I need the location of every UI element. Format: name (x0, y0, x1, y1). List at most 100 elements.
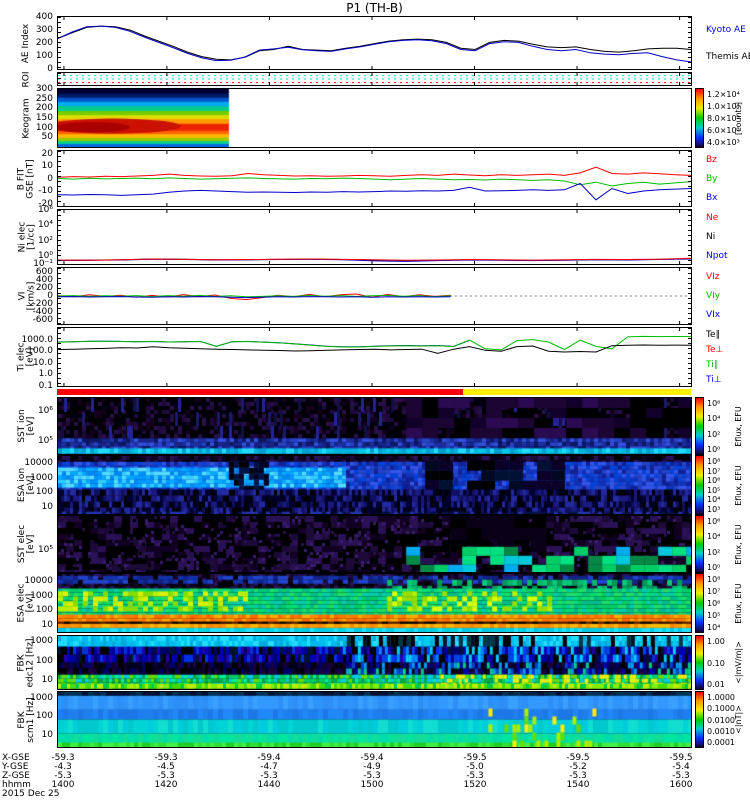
axis-row-label-hhmm: hhmm (2, 780, 31, 790)
y-tick-label: 100 (35, 51, 53, 61)
colorbar-unit-wrap-sst_elec: Eflux, EFU (727, 515, 749, 573)
axis-row-label-z-gse: Z-GSE (2, 771, 30, 781)
axis-value-z_gse: -5.3 (466, 771, 484, 781)
series-label-Ti: Ti⊥ (706, 375, 722, 385)
colorbar-unit: Eflux, EFU (733, 523, 743, 565)
y-tick-label: 10 (41, 161, 53, 171)
colorbar-tick-label: 10⁷ (707, 467, 721, 476)
y-tick-label: 10.0 (32, 358, 53, 368)
axis-value-hhmm: 1400 (51, 780, 75, 790)
axis-value-y_gse: -5.0 (466, 762, 484, 772)
colorbar-tick-label: 10⁸ (707, 457, 721, 466)
y-tick-label: 200 (35, 38, 53, 48)
y-tick-label: 100 (35, 711, 53, 721)
colorbar-tick-label: 10⁴ (707, 623, 721, 632)
minor-axis-ticks (58, 268, 61, 324)
colorbar-tick-label: 10³ (707, 505, 721, 514)
y-tick-label: 10000 (24, 576, 53, 586)
colorbar-tick-label: 4.0×10³ (707, 138, 740, 147)
colorbar-tick-label: 10⁶ (707, 599, 721, 608)
y-tick-label: -200 (32, 299, 53, 309)
series-label-Npot: Npot (706, 251, 728, 261)
minor-axis-ticks (688, 210, 691, 264)
series-VIx (58, 296, 451, 299)
flag-segment (57, 389, 463, 395)
spectrogram-sst_elec (58, 516, 691, 572)
colorbar-tick-label: 10⁴ (707, 532, 721, 541)
y-tick-label: 100.0 (27, 346, 53, 356)
colorbar-tick-label: 0.01 (707, 680, 725, 689)
colorbar-sst_elec (695, 515, 704, 573)
colorbar-tick-label: 10² (707, 548, 721, 557)
y-tick-label: 50 (41, 132, 53, 142)
colorbar-tick-label: 10⁶ (707, 517, 721, 526)
y-tick-label: 10 (41, 730, 53, 740)
y-tick-label: 10 (41, 675, 53, 685)
axis-value-x_gse: -59.5 (566, 753, 590, 763)
series-label-Ni: Ni (706, 232, 716, 242)
colorbar-unit-wrap-esa_ion: Eflux, EFU (727, 455, 749, 515)
series-VIz (58, 293, 451, 301)
y-tick-label: 10⁵ (37, 545, 53, 555)
colorbar-tick-label: 8.0×10³ (707, 114, 740, 123)
colorbar-tick-label: 10⁶ (707, 399, 721, 408)
y-tick-label: 300 (35, 84, 53, 94)
minor-axis-ticks (688, 73, 691, 85)
axis-value-x_gse: -59.5 (669, 753, 693, 763)
minor-axis-ticks (58, 17, 61, 69)
axis-value-x_gse: -59.3 (154, 753, 178, 763)
y-tick-label: 200 (35, 103, 53, 113)
ylabel-esa_elec: ESA elec [eV] (16, 583, 36, 623)
panel-keo (57, 88, 692, 148)
series-Themis AE (58, 25, 691, 61)
line-plot-roi (58, 73, 691, 85)
axis-value-y_gse: -4.3 (54, 762, 72, 772)
axis-value-z_gse: -5.3 (569, 771, 587, 781)
series-label-Te: Te∥ (706, 330, 721, 340)
series-label-KyotoAE: Kyoto AE (706, 25, 746, 35)
panel-ae (57, 16, 692, 70)
series-label-By: By (706, 174, 718, 184)
axis-value-hhmm: 1420 (154, 780, 178, 790)
spectrogram-fbk_e (58, 636, 691, 689)
y-tick-label: 1000 (30, 693, 53, 703)
colorbar-tick-label: 0.0010 (707, 727, 735, 736)
line-plot-n (58, 210, 691, 264)
axis-value-z_gse: -5.3 (260, 771, 278, 781)
colorbar-fbk_e (695, 635, 704, 690)
minor-axis-ticks (688, 17, 691, 69)
colorbar-tick-label: 1.00 (707, 637, 725, 646)
y-tick-label: 10² (37, 236, 53, 246)
ylabel-sst_elec: SST elec [eV] (17, 524, 36, 564)
minor-axis-ticks (688, 328, 691, 386)
y-tick-label: 100 (35, 123, 53, 133)
panel-fbk_b (57, 691, 692, 748)
axis-value-hhmm: 1440 (257, 780, 281, 790)
axis-value-y_gse: -4.9 (363, 762, 381, 772)
series-Bx (58, 182, 691, 201)
y-tick-label: 100 (35, 487, 53, 497)
y-tick-label: -400 (32, 307, 53, 317)
y-tick-label: 0 (47, 291, 53, 301)
colorbar-unit: Eflux, EFU (733, 582, 743, 624)
series-label-Ne: Ne (706, 213, 719, 223)
panel-n (57, 209, 692, 265)
axis-value-z_gse: -5.3 (54, 771, 72, 781)
colorbar-tick-label: 10⁴ (707, 414, 721, 423)
panel-bfit (57, 150, 692, 207)
axis-value-hhmm: 1500 (360, 780, 384, 790)
colorbar-unit-wrap-sst_ion: Eflux, EFU (727, 397, 749, 455)
line-plot-t (58, 328, 691, 386)
spectrogram-sst_ion (58, 398, 691, 454)
colorbar-sst_ion (695, 397, 704, 455)
y-tick-label: 10000 (24, 458, 53, 468)
minor-axis-ticks (58, 73, 61, 85)
y-tick-label: 1000 (30, 636, 53, 646)
series-By (58, 177, 691, 187)
y-tick-label: 0 (47, 64, 53, 74)
series-label-Ti: Ti∥ (706, 360, 719, 370)
y-tick-label: 1000 (30, 473, 53, 483)
minor-axis-ticks (688, 151, 691, 206)
colorbar-tick-label: 0.10 (707, 659, 725, 668)
colorbar-fbk_b (695, 691, 704, 748)
